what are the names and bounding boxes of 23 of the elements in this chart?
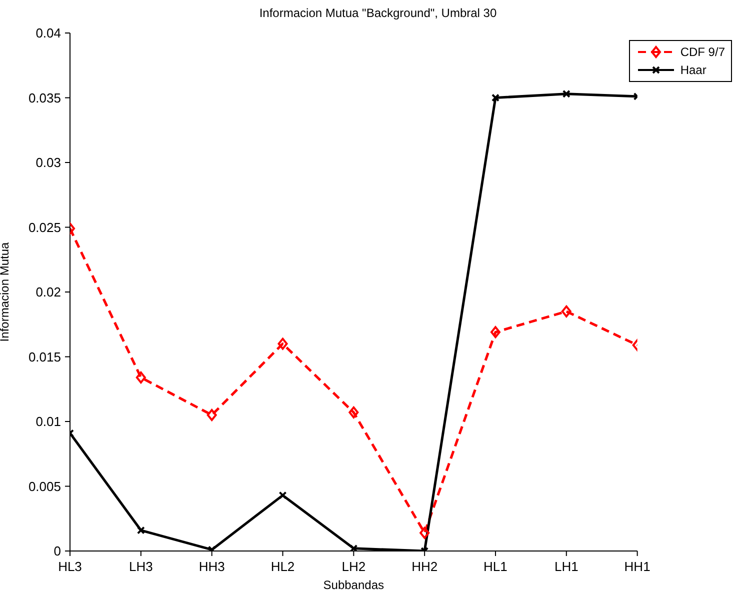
x-tick-label: HL2	[270, 559, 295, 574]
y-tick-label: 0	[54, 544, 61, 559]
y-tick-label: 0.01	[36, 414, 61, 430]
legend-label: CDF 9/7	[680, 45, 725, 59]
y-tick-label: 0.035	[28, 90, 61, 106]
y-tick-label: 0.03	[36, 155, 61, 170]
chart-title: Informacion Mutua "Background", Umbral 30	[258, 6, 498, 20]
x-tick-label: LH2	[342, 559, 366, 574]
y-tick-label: 0.02	[36, 284, 61, 300]
legend-label: Haar	[680, 63, 706, 77]
y-tick-label: 0.04	[36, 26, 61, 41]
x-tick-label: HH2	[412, 559, 438, 574]
x-tick-label: LH3	[128, 559, 153, 574]
y-axis-title: Informacion Mutua	[0, 242, 12, 342]
x-tick-label: HH1	[624, 559, 650, 574]
y-tick-label: 0.015	[28, 349, 61, 364]
x-tick-label: LH1	[554, 559, 578, 574]
x-tick-label: HH3	[198, 559, 225, 574]
x-tick-label: HL1	[484, 559, 508, 574]
y-tick-label: 0.025	[28, 220, 61, 235]
x-axis-title: Subbandas	[323, 578, 384, 592]
x-tick-label: HL3	[58, 559, 82, 574]
y-tick-label: 0.005	[28, 478, 61, 494]
